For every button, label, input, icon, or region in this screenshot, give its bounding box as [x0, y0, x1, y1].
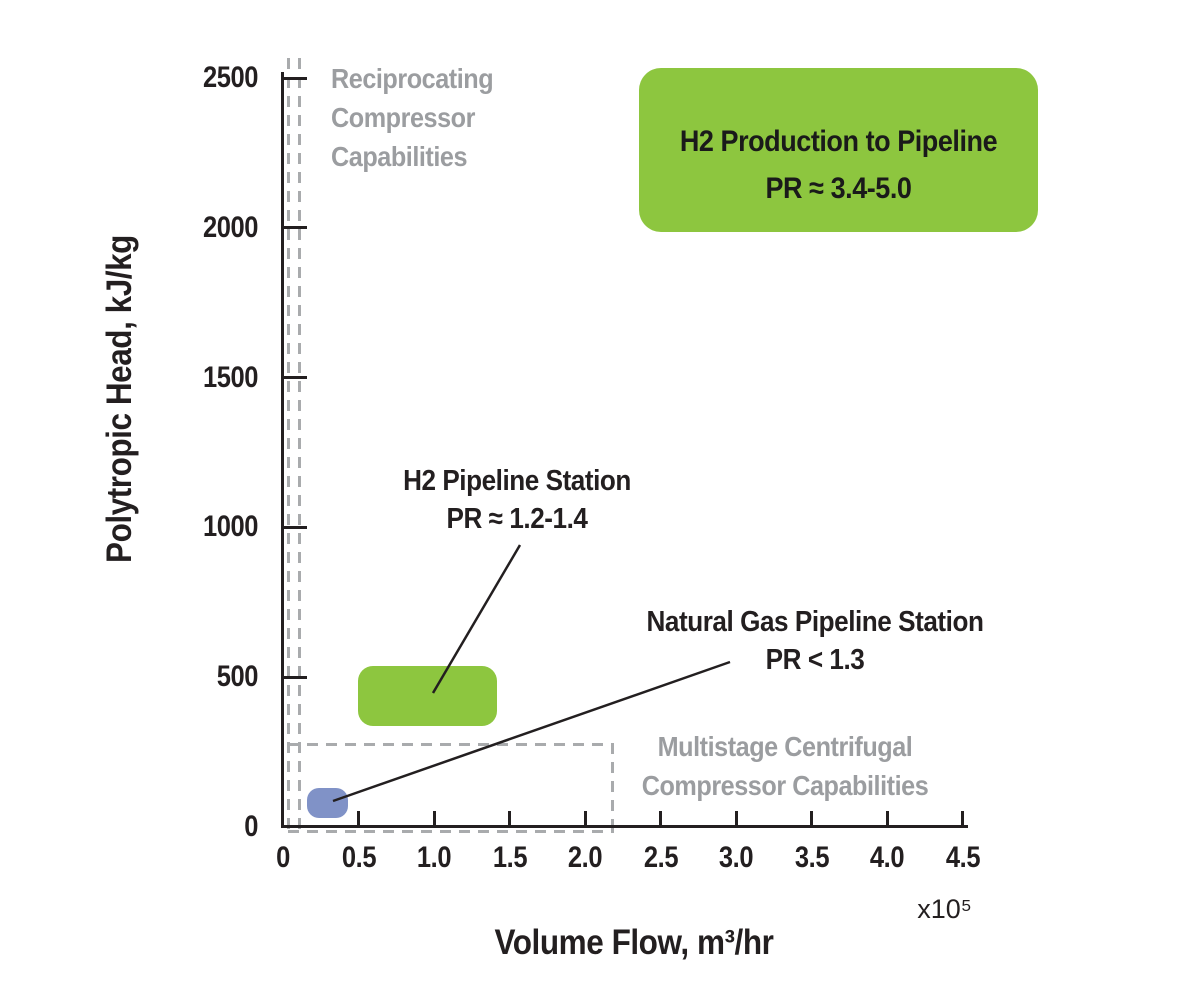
x-axis-title: Volume Flow, m³/hr — [494, 923, 774, 962]
y-axis-line — [281, 72, 284, 828]
y-axis-tick-label: 2000 — [202, 210, 258, 244]
y-axis-tick-label: 500 — [216, 660, 259, 694]
h2-pipeline-station-pressure-ratio: PR ≈ 1.2-1.4 — [446, 503, 588, 535]
y-axis-title: Polytropic Head, kJ/kg — [100, 235, 139, 563]
y-axis-tick-label: 1500 — [202, 360, 258, 394]
y-axis-tick — [284, 76, 307, 80]
x-axis-tick-label: 3.5 — [794, 841, 830, 874]
natural-gas-pipeline-station-label: Natural Gas Pipeline Station — [646, 606, 984, 638]
x-axis-tick-label: 1.5 — [492, 841, 528, 874]
multistage-envelope-top-dashed-line — [288, 743, 614, 746]
x-axis-line — [281, 825, 968, 828]
x-axis-tick-label: 0 — [276, 841, 290, 874]
x-axis-tick-label: 1.0 — [417, 841, 452, 874]
multistage-envelope-bottom-dashed-line — [288, 830, 614, 833]
x-axis-tick — [583, 811, 587, 825]
x-axis-tick — [508, 811, 512, 825]
y-axis-tick — [284, 525, 307, 529]
x-axis-tick-label: 4.0 — [870, 841, 905, 874]
reciprocating-envelope-left-dashed-line — [287, 58, 290, 830]
reciprocating-label-line3: Capabilities — [331, 141, 468, 172]
h2-production-label: H2 Production to Pipeline — [679, 125, 998, 158]
natural-gas-pipeline-station-annotation: Natural Gas Pipeline Station PR < 1.3 — [635, 603, 995, 679]
region-h2-production-to-pipeline: H2 Production to Pipeline PR ≈ 3.4-5.0 — [639, 68, 1038, 232]
y-axis-tick-label: 1000 — [202, 510, 258, 544]
reciprocating-label-line2: Compressor — [331, 102, 475, 133]
x-axis-tick-label: 3.0 — [719, 841, 754, 874]
h2-pipeline-station-label: H2 Pipeline Station — [403, 465, 631, 497]
region-natural-gas-pipeline-station — [307, 788, 348, 818]
x-axis-tick — [659, 811, 663, 825]
x-axis-tick-label: 4.5 — [945, 841, 981, 874]
x-axis-tick — [810, 811, 814, 825]
y-axis-tick — [284, 226, 307, 230]
y-axis-tick — [284, 675, 307, 679]
x-axis-tick — [734, 811, 738, 825]
x-axis-tick-label: 2.0 — [568, 841, 603, 874]
x-axis-tick — [432, 811, 436, 825]
x-axis-tick-label: 0.5 — [341, 841, 376, 874]
reciprocating-envelope-right-dashed-line — [298, 58, 301, 830]
reciprocating-capabilities-label: Reciprocating Compressor Capabilities — [331, 59, 494, 176]
h2-production-pressure-ratio: PR ≈ 3.4-5.0 — [765, 172, 912, 205]
multistage-capabilities-label: Multistage Centrifugal Compressor Capabi… — [605, 727, 965, 805]
natural-gas-pipeline-station-pressure-ratio: PR < 1.3 — [765, 644, 865, 676]
h2-pipeline-station-annotation: H2 Pipeline Station PR ≈ 1.2-1.4 — [337, 462, 697, 538]
y-axis-tick-label: 2500 — [202, 61, 258, 94]
x-axis-tick — [357, 811, 361, 825]
reciprocating-label-line1: Reciprocating — [331, 63, 494, 94]
multistage-label-line1: Multistage Centrifugal — [657, 731, 913, 762]
multistage-label-line2: Compressor Capabilities — [641, 770, 929, 801]
x-axis-tick — [961, 811, 965, 825]
x-axis-tick-label: 2.5 — [643, 841, 679, 874]
x-axis-tick — [885, 811, 889, 825]
y-axis-tick-label: 0 — [244, 810, 258, 843]
x-axis-scale-multiplier: x10⁵ — [917, 894, 972, 924]
y-axis-tick — [284, 376, 307, 380]
region-h2-pipeline-station — [358, 666, 497, 726]
